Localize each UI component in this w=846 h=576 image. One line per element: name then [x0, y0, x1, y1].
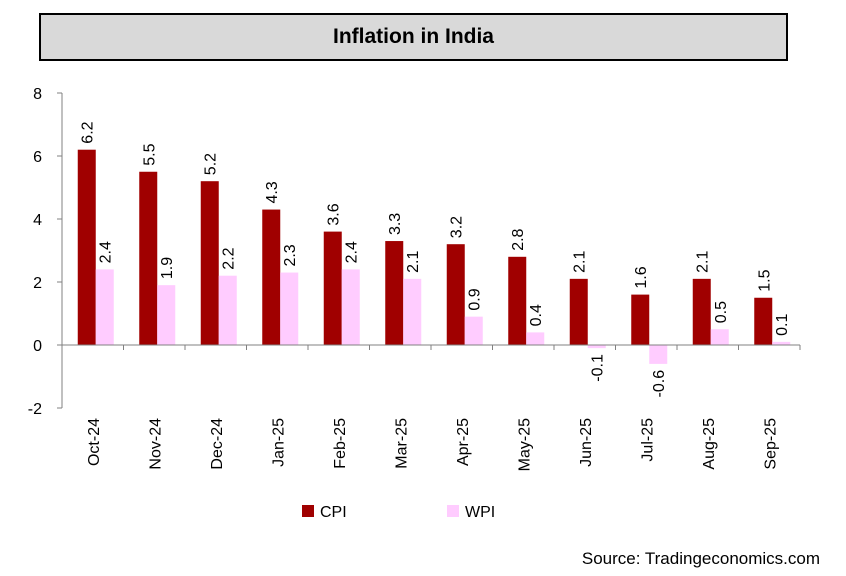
y-tick-label: 2 — [33, 275, 42, 292]
wpi-data-label: -0.6 — [651, 370, 668, 398]
cpi-bar — [385, 241, 404, 345]
wpi-data-label: 2.1 — [405, 251, 422, 273]
cpi-legend-label: CPI — [320, 504, 347, 521]
wpi-data-label: -0.1 — [590, 354, 607, 382]
wpi-bar — [95, 269, 114, 345]
y-tick-label: 6 — [33, 149, 42, 166]
cpi-data-label: 2.1 — [572, 251, 589, 273]
wpi-data-label: 0.5 — [713, 301, 730, 323]
cpi-bar — [139, 171, 158, 345]
wpi-bar — [649, 345, 668, 364]
x-axis: Oct-24 Nov-24 Dec-24 Jan-25 Feb-25 Mar-25 Apr-… — [61, 344, 801, 471]
cpi-data-label: 2.8 — [510, 228, 527, 250]
bars: 6.22.45.51.95.22.24.32.33.62.43.32.13.20… — [77, 121, 791, 398]
x-tick-label: Oct-24 — [86, 418, 103, 466]
x-tick-label: Feb-25 — [332, 418, 349, 469]
y-tick-label: -2 — [28, 401, 42, 418]
wpi-data-label: 2.4 — [98, 241, 115, 263]
source-note: Source: Tradingeconomics.com — [581, 549, 820, 568]
cpi-data-label: 3.6 — [326, 203, 343, 225]
cpi-data-label: 3.3 — [387, 213, 404, 235]
cpi-bar — [569, 278, 588, 345]
cpi-data-label: 5.2 — [203, 153, 220, 175]
y-tick-label: 0 — [33, 338, 42, 355]
cpi-bar — [77, 149, 96, 345]
wpi-data-label: 0.4 — [528, 304, 545, 326]
cpi-data-label: 4.3 — [264, 181, 281, 203]
cpi-bar — [692, 278, 711, 345]
x-tick-label: Sep-25 — [762, 418, 779, 470]
cpi-bar — [323, 231, 342, 345]
legend: CPI WPI — [302, 504, 495, 521]
x-tick-label: May-25 — [516, 418, 533, 471]
cpi-legend-swatch — [302, 505, 314, 517]
x-tick-label: Jul-25 — [639, 418, 656, 462]
wpi-bar — [772, 341, 791, 345]
wpi-bar — [464, 316, 483, 345]
x-tick-label: Aug-25 — [701, 418, 718, 470]
cpi-bar — [754, 297, 773, 345]
wpi-legend-swatch — [447, 505, 459, 517]
wpi-bar — [280, 272, 299, 345]
cpi-bar — [262, 209, 281, 345]
x-tick-label: Jun-25 — [578, 418, 595, 467]
wpi-legend-label: WPI — [465, 504, 495, 521]
wpi-bar — [587, 345, 606, 349]
x-tick-label: Nov-24 — [147, 418, 164, 470]
wpi-data-label: 2.2 — [221, 247, 238, 269]
y-axis: -2 0 2 4 6 8 — [28, 86, 63, 418]
cpi-bar — [200, 181, 219, 345]
wpi-bar — [526, 332, 545, 345]
cpi-data-label: 3.2 — [449, 216, 466, 238]
x-tick-label: Apr-25 — [455, 418, 472, 466]
wpi-bar — [710, 329, 729, 345]
y-tick-label: 8 — [33, 86, 42, 103]
cpi-data-label: 2.1 — [695, 251, 712, 273]
cpi-data-label: 1.6 — [633, 266, 650, 288]
x-tick-label: Mar-25 — [393, 418, 410, 469]
wpi-data-label: 2.4 — [344, 241, 361, 263]
y-tick-label: 4 — [33, 212, 42, 229]
cpi-data-label: 1.5 — [756, 269, 773, 291]
wpi-bar — [341, 269, 360, 345]
wpi-data-label: 2.3 — [282, 244, 299, 266]
x-tick-label: Jan-25 — [270, 418, 287, 467]
wpi-data-label: 1.9 — [159, 257, 176, 279]
chart-title: Inflation in India — [39, 13, 788, 61]
cpi-data-label: 6.2 — [80, 121, 97, 143]
x-tick-label: Dec-24 — [209, 418, 226, 470]
cpi-bar — [631, 294, 650, 345]
cpi-bar — [508, 256, 527, 345]
cpi-data-label: 5.5 — [141, 143, 158, 165]
wpi-bar — [403, 278, 422, 345]
wpi-bar — [218, 275, 237, 345]
wpi-data-label: 0.1 — [774, 314, 791, 336]
wpi-bar — [157, 285, 176, 345]
wpi-data-label: 0.9 — [467, 288, 484, 310]
cpi-bar — [446, 244, 465, 345]
